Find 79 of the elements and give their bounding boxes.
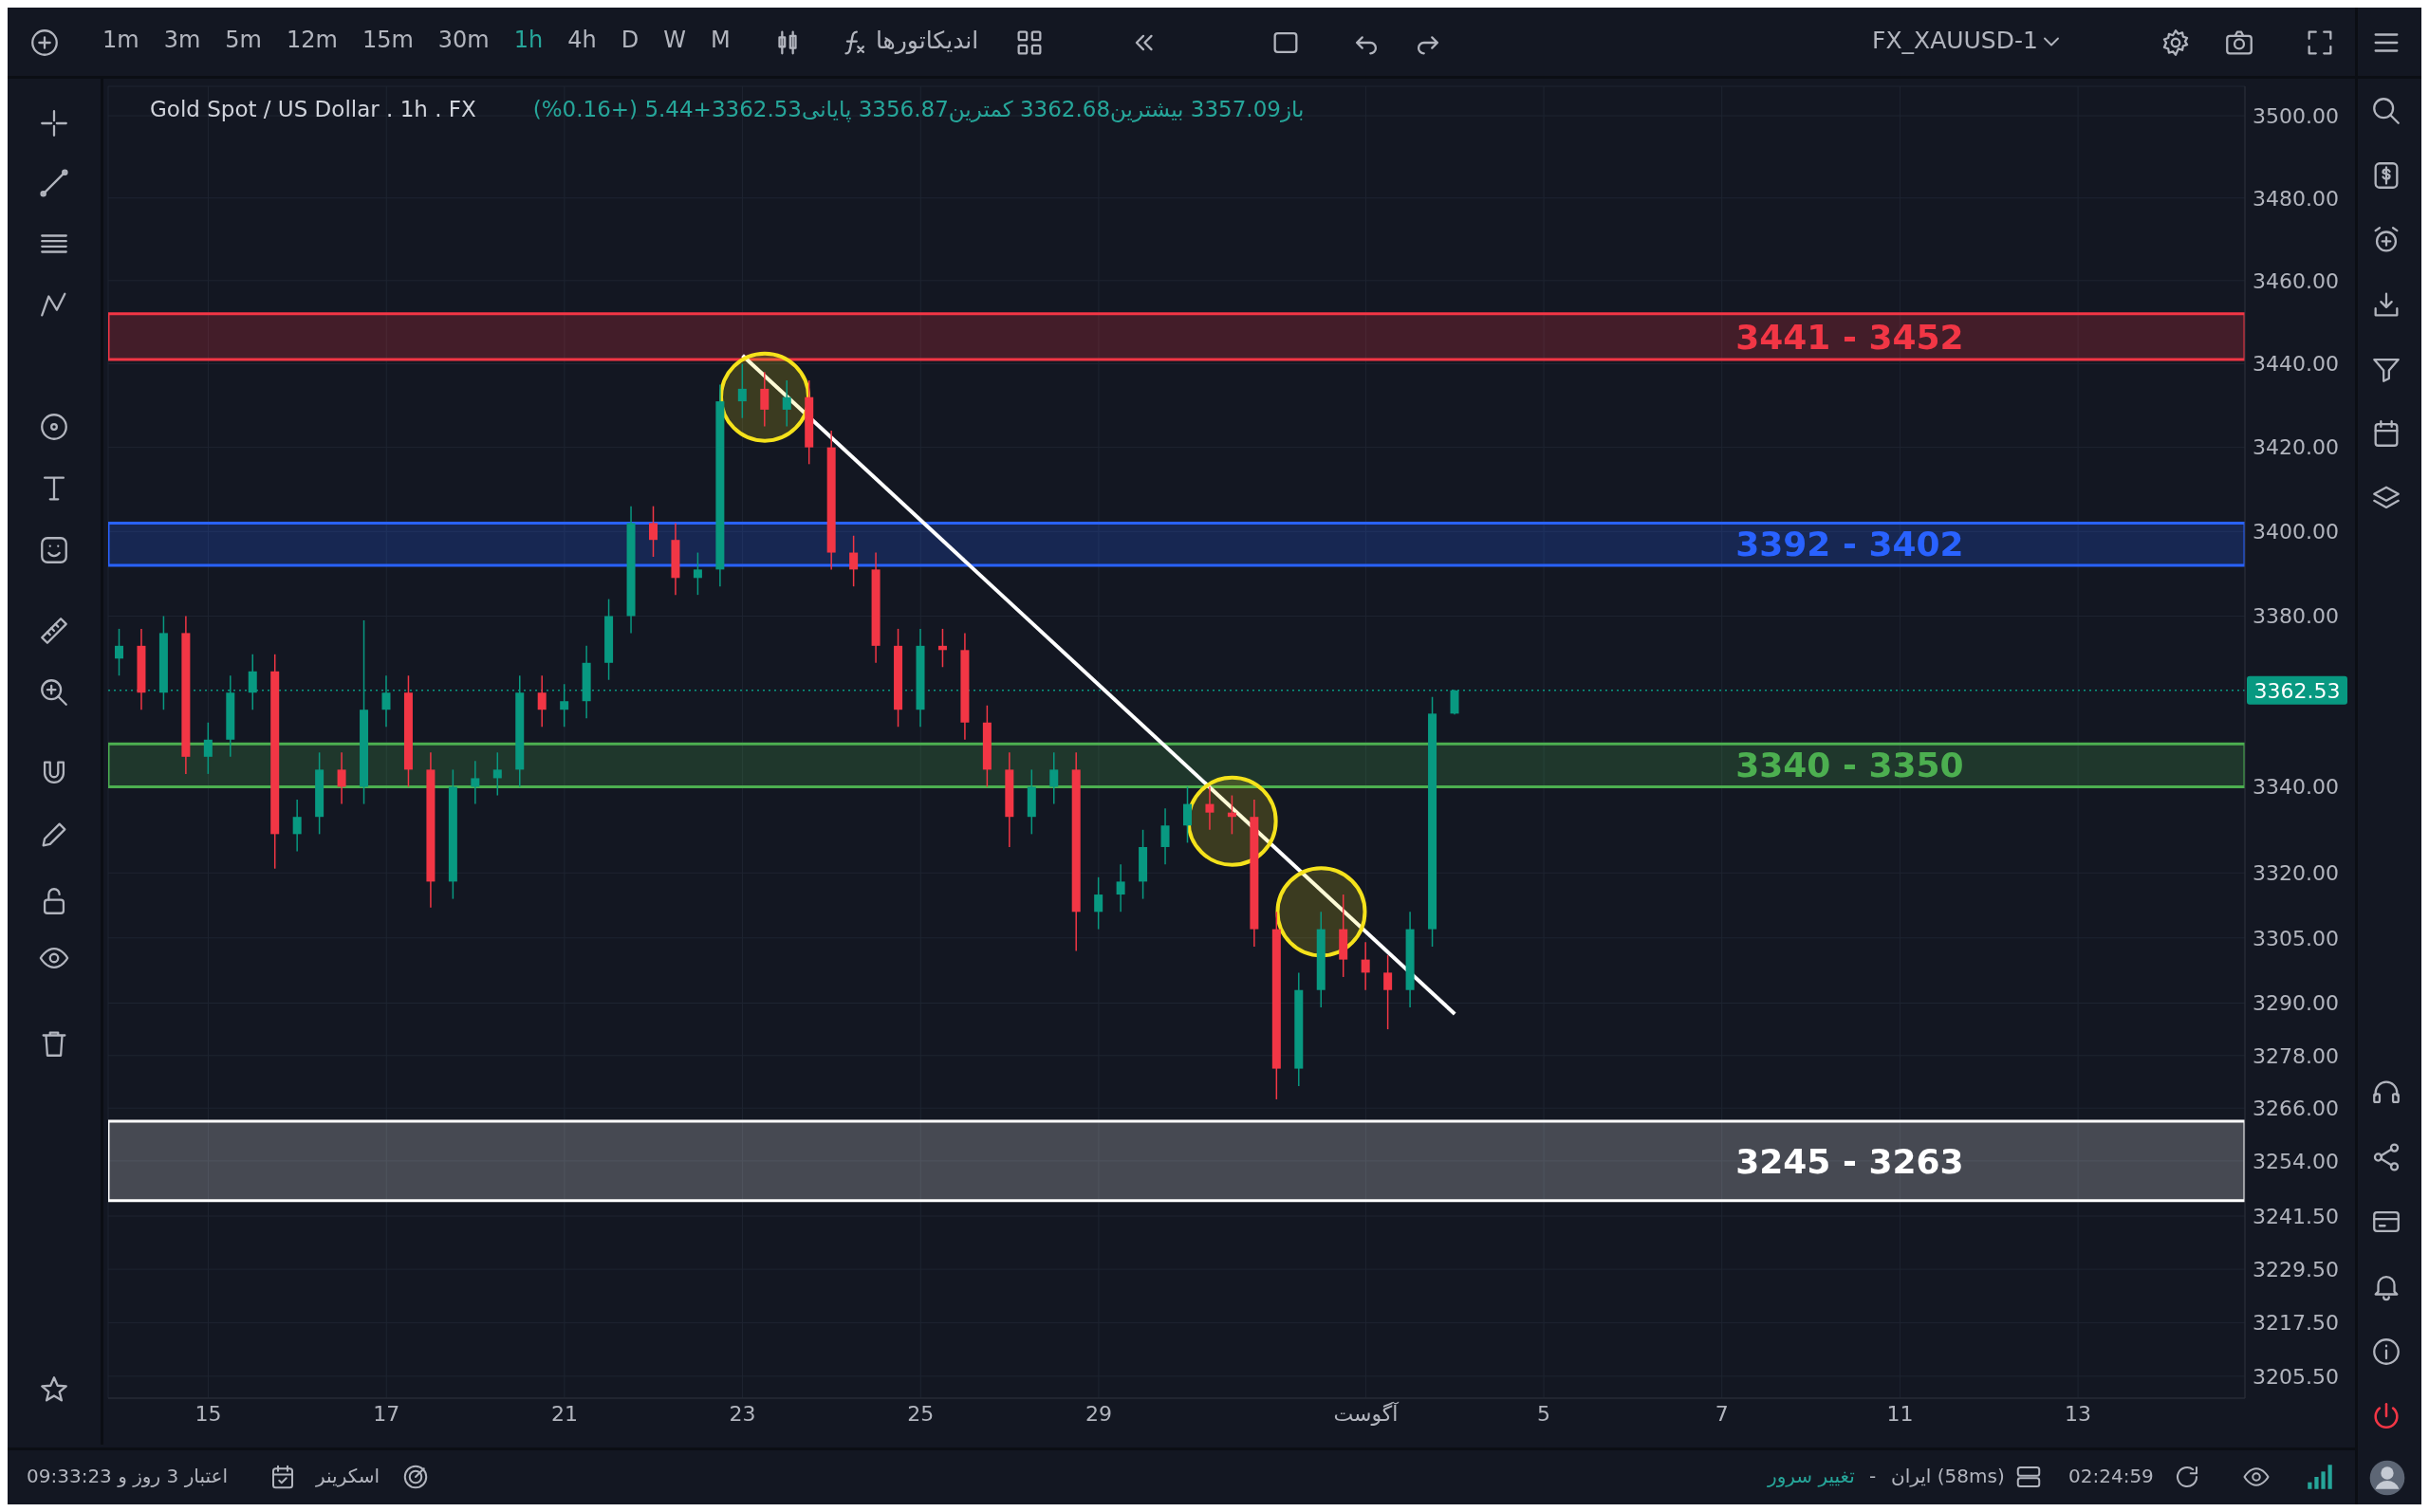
candlestick xyxy=(337,751,346,805)
y-tick-label: 3278.00 xyxy=(2253,1043,2339,1068)
ref-line-label: 3362.53 xyxy=(2253,678,2341,703)
y-tick-label: 3460.00 xyxy=(2253,268,2339,293)
y-tick-label: 3266.00 xyxy=(2253,1097,2339,1121)
x-tick-label: 29 xyxy=(1085,1401,1112,1426)
candlestick xyxy=(649,505,658,558)
text: 15m xyxy=(362,27,414,53)
candlestick xyxy=(693,551,702,596)
y-tick-label: 3229.50 xyxy=(2253,1257,2339,1282)
text: - xyxy=(1869,1465,1877,1487)
y-tick-label: 3305.00 xyxy=(2253,926,2339,950)
x-tick-label: 11 xyxy=(1886,1401,1914,1426)
text: 30m xyxy=(437,27,490,53)
text: 1m xyxy=(102,27,139,53)
band-label: 3340 - 3350 xyxy=(1735,746,1964,785)
candlestick xyxy=(849,535,859,587)
text: باز3357.09 بیشترین3362.68 کمترین3356.87 پایانی3362.53+5.44 (+0.16%) xyxy=(532,97,1305,121)
candlestick xyxy=(537,674,547,728)
text: W xyxy=(663,27,686,53)
candlestick xyxy=(937,628,947,669)
text: تغییر سرور xyxy=(1768,1465,1855,1487)
text: 02:24:59 xyxy=(2068,1465,2154,1487)
y-tick-label: 3290.00 xyxy=(2253,991,2339,1016)
candlestick xyxy=(1205,785,1214,831)
text: Gold Spot / US Dollar . 1h . FX xyxy=(150,97,476,121)
text: اسکرینر xyxy=(316,1465,380,1487)
y-tick-label: 3340.00 xyxy=(2253,775,2339,800)
text: M xyxy=(710,27,731,53)
text: 5m xyxy=(225,27,262,53)
point xyxy=(1275,866,1367,958)
band-label: 3245 - 3263 xyxy=(1735,1141,1964,1181)
text: 12m xyxy=(286,27,338,53)
candlestick xyxy=(1094,876,1103,931)
x-tick-label: آگوست xyxy=(1333,1400,1400,1426)
text: اعتبار 3 روز و 09:33:23 xyxy=(27,1465,228,1487)
candlestick xyxy=(782,379,791,428)
candlestick xyxy=(492,751,502,797)
x-tick-label: 13 xyxy=(2065,1401,2092,1426)
text: 4h xyxy=(567,27,597,53)
candlestick xyxy=(115,628,123,676)
y-tick-label: 3420.00 xyxy=(2253,435,2339,460)
candlestick xyxy=(737,362,747,419)
y-tick-label: 3380.00 xyxy=(2253,604,2339,629)
y-tick-label: 3217.50 xyxy=(2253,1311,2339,1336)
text: FX_XAUUSD-1 xyxy=(1872,27,2038,54)
y-tick-label: 3500.00 xyxy=(2253,103,2339,128)
text: ایران (58ms) xyxy=(1891,1465,2005,1487)
band-label: 3392 - 3402 xyxy=(1735,525,1964,564)
candlestick xyxy=(1116,863,1125,913)
x-tick-label: 15 xyxy=(195,1401,222,1426)
band-label: 3441 - 3452 xyxy=(1735,317,1964,357)
x-tick-label: 25 xyxy=(907,1401,935,1426)
candlestick xyxy=(760,371,769,428)
y-tick-label: 3400.00 xyxy=(2253,520,2339,544)
candlestick xyxy=(471,760,480,805)
x-tick-label: 17 xyxy=(373,1401,400,1426)
candlestick xyxy=(1383,954,1393,1030)
text: 3m xyxy=(163,27,201,53)
text: 1h xyxy=(513,27,544,53)
point xyxy=(719,351,811,443)
y-tick-label: 3241.50 xyxy=(2253,1204,2339,1228)
candlestick xyxy=(1183,785,1192,844)
candlestick xyxy=(292,799,302,853)
candlestick xyxy=(1160,807,1170,865)
y-tick-label: 3320.00 xyxy=(2253,861,2339,886)
y-tick-label: 3205.50 xyxy=(2253,1364,2339,1389)
candlestick xyxy=(1361,941,1370,991)
x-tick-label: 7 xyxy=(1715,1401,1729,1426)
text: D xyxy=(621,27,640,53)
x-tick-label: 23 xyxy=(729,1401,756,1426)
x-tick-label: 21 xyxy=(550,1401,578,1426)
candlestick xyxy=(203,721,213,775)
y-tick-label: 3440.00 xyxy=(2253,352,2339,377)
candlestick xyxy=(1049,751,1059,805)
y-tick-label: 3480.00 xyxy=(2253,186,2339,211)
y-tick-label: 3254.00 xyxy=(2253,1149,2339,1173)
x-tick-label: 5 xyxy=(1537,1401,1551,1426)
text: اندیکاتورها xyxy=(876,27,979,54)
